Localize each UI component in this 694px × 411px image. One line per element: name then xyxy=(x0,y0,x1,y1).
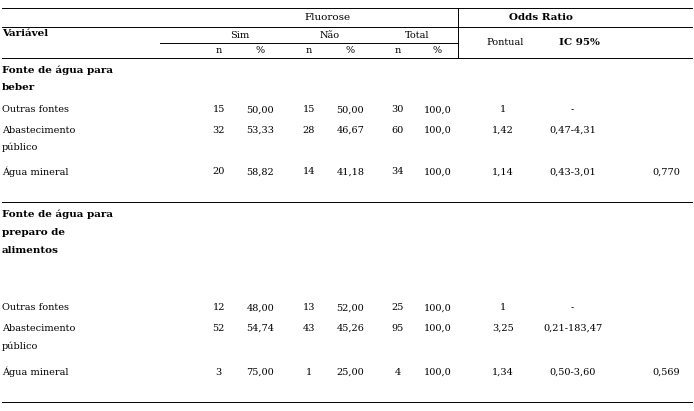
Text: 4: 4 xyxy=(394,367,401,376)
Text: Água mineral: Água mineral xyxy=(2,367,69,377)
Text: 53,33: 53,33 xyxy=(246,125,274,134)
Text: 1,34: 1,34 xyxy=(492,367,514,376)
Text: n: n xyxy=(305,46,312,55)
Text: 1: 1 xyxy=(305,367,312,376)
Text: Abastecimento: Abastecimento xyxy=(2,125,76,134)
Text: 0,21-183,47: 0,21-183,47 xyxy=(543,323,602,332)
Text: 100,0: 100,0 xyxy=(423,106,451,115)
Text: 0,770: 0,770 xyxy=(652,168,680,176)
Text: %: % xyxy=(432,46,442,55)
Text: 52: 52 xyxy=(212,323,225,332)
Text: 0,50-3,60: 0,50-3,60 xyxy=(550,367,595,376)
Text: %: % xyxy=(346,46,355,55)
Text: Fonte de água para: Fonte de água para xyxy=(2,65,113,75)
Text: Água mineral: Água mineral xyxy=(2,167,69,177)
Text: 58,82: 58,82 xyxy=(246,168,274,176)
Text: 34: 34 xyxy=(391,168,404,176)
Text: 3,25: 3,25 xyxy=(492,323,514,332)
Text: 43: 43 xyxy=(303,323,315,332)
Text: 1: 1 xyxy=(500,303,507,312)
Text: 45,26: 45,26 xyxy=(337,323,364,332)
Text: 28: 28 xyxy=(303,125,315,134)
Text: Não: Não xyxy=(320,30,339,39)
Text: 75,00: 75,00 xyxy=(246,367,274,376)
Text: 12: 12 xyxy=(212,303,225,312)
Text: 0,569: 0,569 xyxy=(652,367,680,376)
Text: 100,0: 100,0 xyxy=(423,367,451,376)
Text: 13: 13 xyxy=(303,303,315,312)
Text: 0,47-4,31: 0,47-4,31 xyxy=(549,125,596,134)
Text: 100,0: 100,0 xyxy=(423,323,451,332)
Text: 1,14: 1,14 xyxy=(492,168,514,176)
Text: -: - xyxy=(571,106,574,115)
Text: 3: 3 xyxy=(215,367,222,376)
Text: Total: Total xyxy=(405,30,430,39)
Text: público: público xyxy=(2,341,38,351)
Text: 20: 20 xyxy=(212,168,225,176)
Text: Sim: Sim xyxy=(230,30,249,39)
Text: 1,42: 1,42 xyxy=(492,125,514,134)
Text: IC 95%: IC 95% xyxy=(559,38,600,47)
Text: 100,0: 100,0 xyxy=(423,125,451,134)
Text: 100,0: 100,0 xyxy=(423,168,451,176)
Text: 52,00: 52,00 xyxy=(337,303,364,312)
Text: 46,67: 46,67 xyxy=(337,125,364,134)
Text: Fluorose: Fluorose xyxy=(305,13,351,22)
Text: n: n xyxy=(394,46,401,55)
Text: Odds Ratio: Odds Ratio xyxy=(509,13,573,22)
Text: 15: 15 xyxy=(212,106,225,115)
Text: Fonte de água para: Fonte de água para xyxy=(2,209,113,219)
Text: 32: 32 xyxy=(212,125,225,134)
Text: -: - xyxy=(571,303,574,312)
Text: n: n xyxy=(215,46,222,55)
Text: Outras fontes: Outras fontes xyxy=(2,106,69,115)
Text: 15: 15 xyxy=(303,106,315,115)
Text: alimentos: alimentos xyxy=(2,245,59,254)
Text: 1: 1 xyxy=(500,106,507,115)
Text: 50,00: 50,00 xyxy=(337,106,364,115)
Text: 30: 30 xyxy=(391,106,404,115)
Text: beber: beber xyxy=(2,83,35,92)
Text: 100,0: 100,0 xyxy=(423,303,451,312)
Text: 14: 14 xyxy=(303,168,315,176)
Text: 48,00: 48,00 xyxy=(246,303,274,312)
Text: 54,74: 54,74 xyxy=(246,323,274,332)
Text: Outras fontes: Outras fontes xyxy=(2,303,69,312)
Text: 25: 25 xyxy=(391,303,404,312)
Text: 60: 60 xyxy=(391,125,404,134)
Text: preparo de: preparo de xyxy=(2,228,65,236)
Text: Pontual: Pontual xyxy=(486,38,524,47)
Text: 25,00: 25,00 xyxy=(337,367,364,376)
Text: 50,00: 50,00 xyxy=(246,106,274,115)
Text: Abastecimento: Abastecimento xyxy=(2,323,76,332)
Text: Variável: Variável xyxy=(2,28,48,37)
Text: 41,18: 41,18 xyxy=(337,168,364,176)
Text: 0,43-3,01: 0,43-3,01 xyxy=(549,168,596,176)
Text: 95: 95 xyxy=(391,323,404,332)
Text: público: público xyxy=(2,142,38,152)
Text: %: % xyxy=(255,46,265,55)
